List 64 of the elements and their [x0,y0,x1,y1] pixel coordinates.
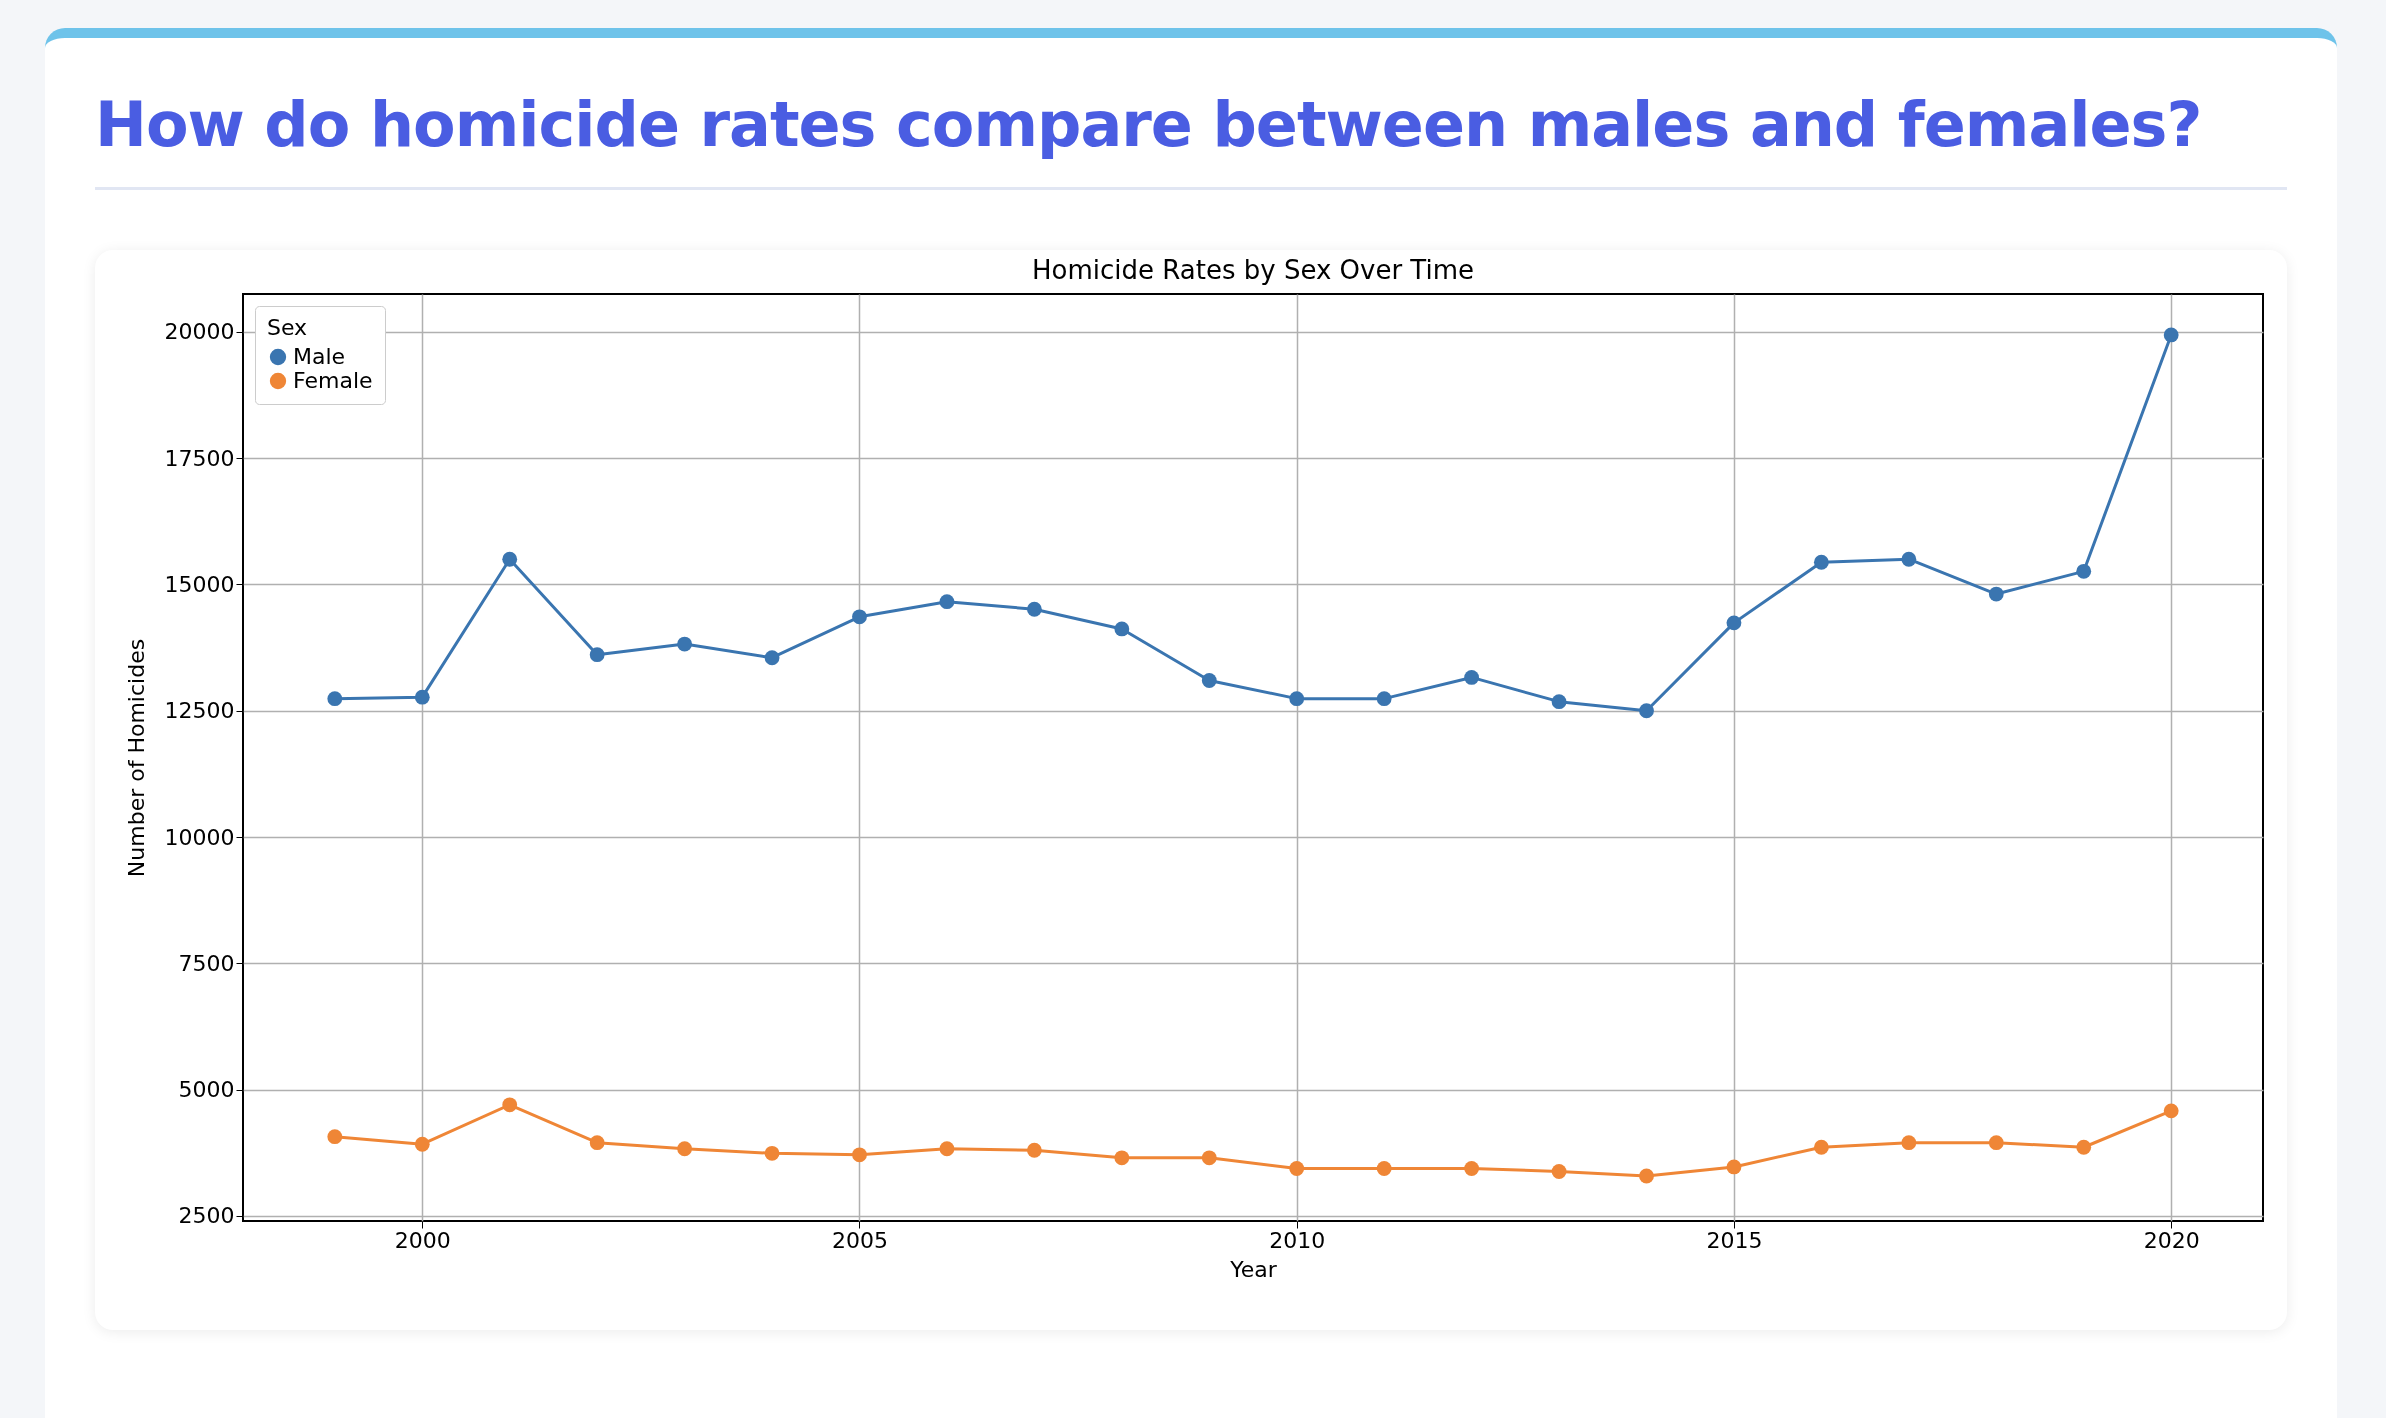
point [502,551,518,567]
point [1813,554,1829,570]
point [1376,691,1392,707]
x-axis-title: Year [1229,1256,1278,1282]
point [939,594,955,610]
x-tick-label: 2020 [2143,1227,2200,1253]
point [327,691,343,707]
y-axis-title: Number of Homicides [123,638,149,878]
point [1289,691,1305,707]
text: How do homicide rates compare between males and females? [95,88,2287,190]
chart-title: Homicide Rates by Sex Over Time [1032,255,1474,285]
legend-label: Female [293,368,373,393]
point [2163,1103,2179,1119]
point [1464,670,1480,685]
legend-title: Sex [267,315,308,340]
point [2076,1139,2092,1155]
point [1026,1142,1042,1158]
y-tick-label: 15000 [164,571,235,597]
point [1726,615,1742,631]
point [1464,1161,1480,1176]
point [589,1135,605,1151]
legend-label: Male [293,344,346,369]
point [1639,703,1654,719]
point [852,609,867,625]
point [1201,1150,1217,1166]
point [1114,1150,1130,1166]
point [502,1097,518,1113]
point [1289,1161,1305,1176]
point [939,1141,955,1157]
x-tick-label: 2010 [1269,1227,1326,1253]
x-tick-label: 2000 [394,1227,451,1253]
point [1551,1164,1567,1179]
point [1726,1159,1742,1175]
y-tick-label: 12500 [164,698,235,724]
point [1901,1135,1917,1151]
x-tick-label: 2015 [1706,1227,1763,1253]
point [2163,327,2179,343]
point [677,636,693,652]
point [1201,673,1217,688]
point [589,647,605,663]
y-tick-label: 2500 [178,1203,235,1229]
x-tick-label: 2005 [831,1227,888,1253]
y-tick-label: 5000 [178,1077,235,1103]
point [677,1141,693,1157]
point [1114,621,1130,637]
point [764,650,780,666]
y-tick-label: 20000 [164,319,235,345]
point [1026,601,1042,617]
point [764,1145,780,1161]
point [1988,1135,2004,1151]
point [1988,586,2004,602]
point [1376,1161,1392,1176]
point [2076,563,2092,579]
point [1639,1168,1654,1184]
point [327,1129,343,1145]
point [414,689,430,705]
y-tick-label: 10000 [164,824,235,850]
point [852,1147,867,1163]
point [1813,1139,1829,1155]
point [1551,694,1567,710]
point [1901,551,1917,567]
y-tick-label: 7500 [178,950,235,976]
point [414,1136,430,1152]
y-tick-label: 17500 [164,445,235,471]
